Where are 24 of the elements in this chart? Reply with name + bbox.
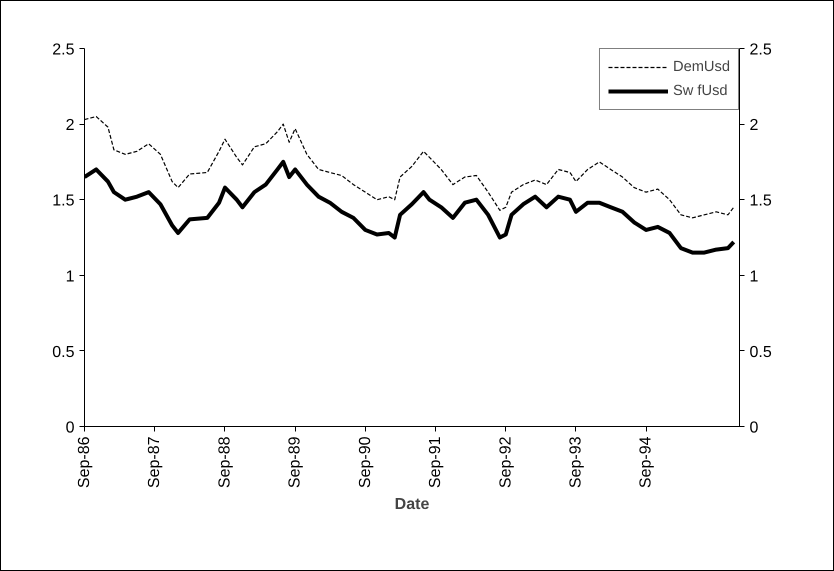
y2-tick-label: 2.5 (750, 42, 772, 58)
y-tick-label: 0 (66, 420, 75, 436)
x-tick-label: Sep-86 (76, 436, 93, 488)
y2-tick-label: 1.5 (750, 192, 772, 210)
y-tick-label: 1 (66, 268, 75, 286)
x-axis-title: Date (394, 496, 430, 514)
x-tick-label: Sep-88 (216, 436, 234, 488)
x-tick-label: Sep-94 (638, 436, 655, 488)
x-tick-label: Sep-92 (497, 436, 514, 488)
y2-tick-label: 1 (750, 268, 758, 286)
y2-tick-label: 0.5 (750, 344, 772, 361)
x-tick-label: Sep-87 (146, 436, 164, 488)
x-tick-label: Sep-89 (286, 436, 304, 488)
y2-tick-label: 0 (750, 420, 758, 436)
y2-tick-label: 2 (750, 117, 758, 134)
x-tick-label: Sep-90 (356, 436, 374, 488)
y-tick-label: 2.5 (52, 42, 75, 58)
x-tick-label: Sep-91 (426, 436, 444, 488)
y-tick-label: 1.5 (52, 192, 75, 210)
x-tick-label: Sep-93 (567, 436, 584, 488)
y-tick-label: 0.5 (52, 344, 75, 361)
y-tick-label: 2 (66, 117, 75, 134)
legend-label: DemUsd (672, 59, 730, 75)
legend-label: Sw fUsd (672, 83, 728, 99)
